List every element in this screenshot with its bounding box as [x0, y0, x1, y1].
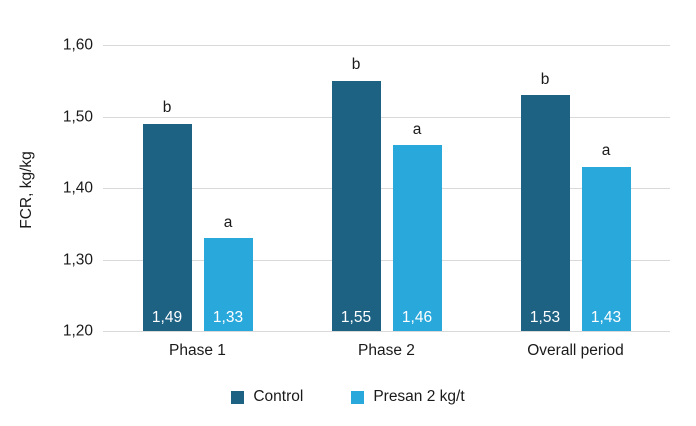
bar-value-label: 1,46: [401, 308, 433, 326]
bar: 1,43: [581, 166, 631, 331]
bar: 1,46: [392, 145, 442, 331]
bar-group: b 1,49 a 1,33: [103, 45, 292, 331]
plot-area: 1,60 1,50 1,40 1,30 1,20 b 1,49 a 1,33 b 1,55 a 1,46…: [63, 37, 670, 338]
bar-with-annotation: a 1,33: [203, 45, 253, 331]
y-tick-label: 1,50: [62, 107, 93, 125]
gridline: [103, 45, 670, 46]
bar-with-annotation: a 1,46: [392, 45, 442, 331]
legend: Control Presan 2 kg/t: [0, 388, 696, 406]
bar-groups: b 1,49 a 1,33 b 1,55 a 1,46 b 1,53 a 1,43: [103, 45, 670, 331]
legend-item: Control: [231, 388, 303, 406]
y-tick-label: 1,40: [62, 179, 93, 197]
legend-item: Presan 2 kg/t: [351, 388, 465, 406]
y-axis-title: FCR, kg/kg: [18, 151, 35, 229]
significance-letter: b: [162, 99, 172, 117]
legend-swatch-icon: [231, 390, 245, 404]
gridline: [103, 188, 670, 189]
significance-letter: a: [601, 142, 611, 160]
bar-value-label: 1,55: [340, 308, 372, 326]
legend-swatch-icon: [351, 390, 365, 404]
x-category-label: Overall period: [527, 342, 624, 359]
y-tick-label: 1,20: [62, 322, 93, 340]
bar-with-annotation: b 1,55: [331, 45, 381, 331]
significance-letter: b: [351, 56, 361, 74]
gridline: [103, 331, 670, 332]
gridline: [103, 116, 670, 118]
x-axis-labels: Phase 1 Phase 2 Overall period: [103, 342, 670, 360]
significance-letter: a: [412, 120, 422, 138]
bar-with-annotation: b 1,49: [142, 45, 192, 331]
x-category-label: Phase 1: [169, 342, 226, 359]
significance-letter: b: [540, 70, 550, 88]
bar: 1,55: [331, 80, 381, 331]
bar-with-annotation: b 1,53: [520, 45, 570, 331]
significance-letter: a: [223, 213, 233, 231]
bar-group: b 1,55 a 1,46: [292, 45, 481, 331]
legend-label: Control: [253, 388, 304, 405]
legend-label: Presan 2 kg/t: [373, 388, 465, 405]
bar-value-label: 1,53: [529, 308, 561, 326]
bar-with-annotation: a 1,43: [581, 45, 631, 331]
y-tick-label: 1,30: [62, 250, 93, 268]
bar: 1,53: [520, 95, 570, 331]
bar-value-label: 1,33: [212, 308, 244, 326]
bar: 1,33: [203, 238, 253, 331]
gridline: [103, 259, 670, 261]
bar: 1,49: [142, 123, 192, 331]
y-tick-label: 1,60: [62, 36, 93, 54]
bar-value-label: 1,49: [151, 308, 183, 326]
x-category-label: Phase 2: [358, 342, 415, 359]
bar-value-label: 1,43: [590, 308, 622, 326]
bar-group: b 1,53 a 1,43: [481, 45, 670, 331]
